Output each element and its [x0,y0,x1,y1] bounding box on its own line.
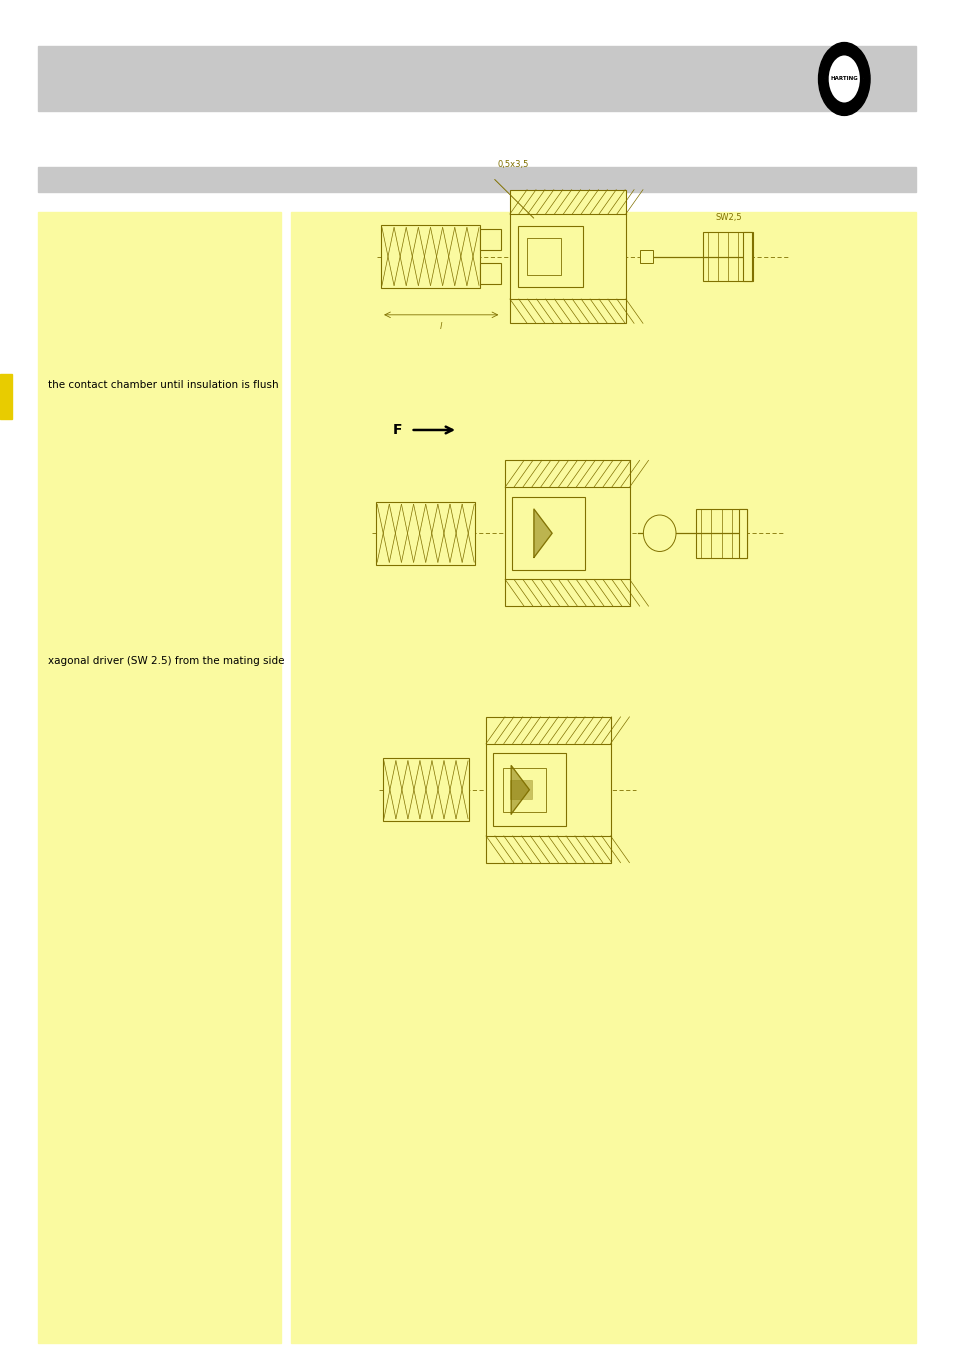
Bar [382,759,469,821]
Bar [505,460,629,606]
Circle shape [824,51,862,107]
Text: SW2,5: SW2,5 [715,213,741,223]
Bar [503,768,545,811]
Text: HARTING: HARTING [829,77,858,81]
Bar [38,212,281,1343]
Bar [738,509,746,558]
Bar [695,509,746,558]
Bar [479,263,501,285]
Bar [380,225,479,288]
Bar [742,232,751,281]
Bar [512,497,584,570]
Bar [510,780,531,799]
Bar [0,374,12,418]
Bar [509,189,625,323]
Bar [702,232,752,281]
Ellipse shape [642,516,676,552]
Text: l: l [439,323,442,331]
Text: the contact chamber until insulation is flush: the contact chamber until insulation is … [48,379,278,390]
Polygon shape [534,509,552,558]
Bar [291,212,915,1343]
Bar [518,225,582,286]
Bar [38,46,915,111]
Bar [38,167,915,192]
Text: F: F [393,423,401,437]
Bar [493,753,565,826]
Polygon shape [511,765,529,814]
Bar [639,250,653,262]
Text: 0,5x3,5: 0,5x3,5 [497,161,528,169]
Bar [479,228,501,251]
Circle shape [818,42,869,116]
Bar [375,502,475,564]
Bar [526,238,560,275]
Text: xagonal driver (SW 2.5) from the mating side: xagonal driver (SW 2.5) from the mating … [48,656,284,667]
Bar [485,717,610,863]
